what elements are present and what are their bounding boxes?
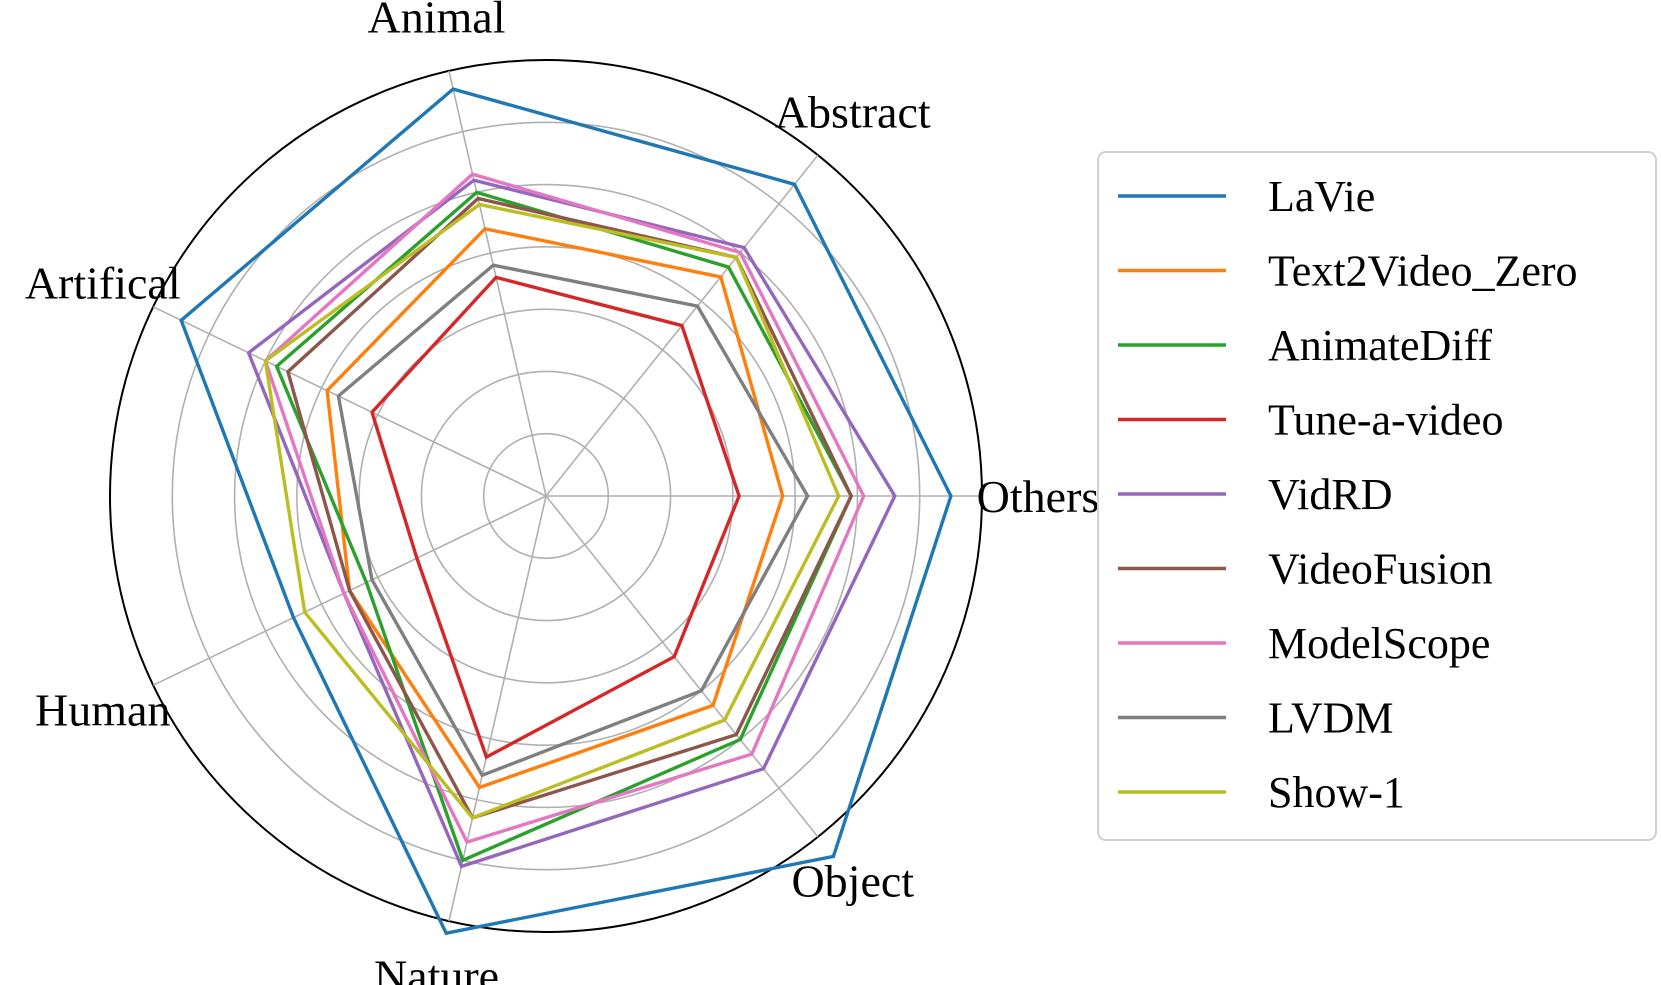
- legend-label: LVDM: [1268, 694, 1394, 743]
- category-label-nature: Nature: [374, 951, 499, 985]
- legend-label: ModelScope: [1268, 619, 1490, 668]
- series-layer: [179, 87, 953, 936]
- grid-spoke: [545, 495, 819, 838]
- category-label-abstract: Abstract: [775, 86, 931, 137]
- category-labels: Others Abstract Animal Artifical Human Nature…: [25, 0, 1100, 985]
- legend-label: LaVie: [1268, 172, 1375, 221]
- series-line-modelscope: [263, 172, 866, 845]
- legend-label: Text2Video_Zero: [1268, 247, 1578, 296]
- legend-box: [1097, 151, 1657, 841]
- category-label-others: Others: [977, 471, 1100, 522]
- legend-label: VidRD: [1268, 470, 1392, 519]
- legend-label: VideoFusion: [1268, 545, 1493, 594]
- series-line-tune-a-video: [370, 275, 741, 760]
- legend-label: Tune-a-video: [1268, 396, 1503, 445]
- series-line-animatediff: [274, 190, 854, 863]
- category-label-artifical: Artifical: [25, 258, 181, 309]
- legend-label: Show-1: [1268, 768, 1405, 817]
- series-line-text2video-zero: [325, 226, 785, 790]
- grid-spoke: [448, 495, 547, 922]
- series-line-show-1: [263, 202, 841, 820]
- category-label-object: Object: [791, 856, 914, 907]
- series-line-videofusion: [285, 196, 854, 820]
- category-label-animal: Animal: [368, 0, 506, 42]
- legend: LaVie Text2Video_Zero AnimateDiff Tune-a-vi…: [1097, 151, 1657, 841]
- grid-spoke: [152, 306, 547, 497]
- legend-label: AnimateDiff: [1268, 321, 1492, 370]
- category-label-human: Human: [35, 684, 170, 735]
- series-line-lvdm: [336, 263, 810, 778]
- series-line-vidrd: [246, 178, 897, 869]
- grid-spoke: [448, 70, 547, 497]
- series-line-lavie: [179, 87, 953, 936]
